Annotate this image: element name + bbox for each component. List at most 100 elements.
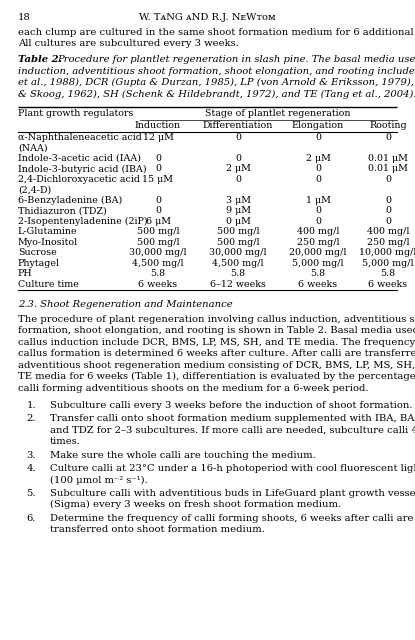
Text: 0: 0 xyxy=(155,164,161,173)
Text: 0: 0 xyxy=(315,175,321,184)
Text: 500 mg/l: 500 mg/l xyxy=(217,238,259,247)
Text: 6 weeks: 6 weeks xyxy=(139,280,178,289)
Text: calli forming adventitious shoots on the medium for a 6-week period.: calli forming adventitious shoots on the… xyxy=(18,383,369,392)
Text: 0.01 μM: 0.01 μM xyxy=(368,164,408,173)
Text: 0: 0 xyxy=(315,133,321,142)
Text: times.: times. xyxy=(50,437,81,447)
Text: 2 μM: 2 μM xyxy=(305,154,330,163)
Text: 400 mg/l: 400 mg/l xyxy=(367,227,409,236)
Text: Plant growth regulators: Plant growth regulators xyxy=(18,109,133,118)
Text: 12 μM: 12 μM xyxy=(143,133,173,142)
Text: 5.: 5. xyxy=(27,489,36,498)
Text: transferred onto shoot formation medium.: transferred onto shoot formation medium. xyxy=(50,525,265,534)
Text: Indole-3-butyric acid (IBA): Indole-3-butyric acid (IBA) xyxy=(18,164,146,173)
Text: 0: 0 xyxy=(235,154,241,163)
Text: 250 mg/l: 250 mg/l xyxy=(367,238,409,247)
Text: & Skoog, 1962), SH (Schenk & Hildebrandt, 1972), and TE (Tang et al., 2004).: & Skoog, 1962), SH (Schenk & Hildebrandt… xyxy=(18,90,415,99)
Text: Culture time: Culture time xyxy=(18,280,79,289)
Text: formation, shoot elongation, and rooting is shown in Table 2. Basal media used f: formation, shoot elongation, and rooting… xyxy=(18,326,415,335)
Text: and TDZ for 2–3 subcultures. If more calli are needed, subculture calli 4–6: and TDZ for 2–3 subcultures. If more cal… xyxy=(50,426,415,435)
Text: 0: 0 xyxy=(315,164,321,173)
Text: Induction: Induction xyxy=(135,121,181,130)
Text: 5.8: 5.8 xyxy=(230,269,246,278)
Text: (2,4-D): (2,4-D) xyxy=(18,186,51,195)
Text: 500 mg/l: 500 mg/l xyxy=(137,227,179,236)
Text: 15 μM: 15 μM xyxy=(142,175,173,184)
Text: 500 mg/l: 500 mg/l xyxy=(217,227,259,236)
Text: 30,000 mg/l: 30,000 mg/l xyxy=(209,248,267,257)
Text: Procedure for plantlet regeneration in slash pine. The basal media used for call: Procedure for plantlet regeneration in s… xyxy=(57,55,415,64)
Text: induction, adventitious shoot formation, shoot elongation, and rooting include B: induction, adventitious shoot formation,… xyxy=(18,67,415,76)
Text: Subculture calli with adventitious buds in LifeGuard plant growth vessels: Subculture calli with adventitious buds … xyxy=(50,489,415,498)
Text: 5,000 mg/l: 5,000 mg/l xyxy=(362,259,414,268)
Text: L-Glutamine: L-Glutamine xyxy=(18,227,78,236)
Text: The procedure of plant regeneration involving callus induction, adventitious sho: The procedure of plant regeneration invo… xyxy=(18,315,415,324)
Text: 4,500 mg/l: 4,500 mg/l xyxy=(132,259,184,268)
Text: Elongation: Elongation xyxy=(292,121,344,130)
Text: 4.: 4. xyxy=(27,464,36,473)
Text: 18: 18 xyxy=(18,13,31,22)
Text: 20,000 mg/l: 20,000 mg/l xyxy=(289,248,347,257)
Text: 30,000 mg/l: 30,000 mg/l xyxy=(129,248,187,257)
Text: Sucrose: Sucrose xyxy=(18,248,57,257)
Text: 0: 0 xyxy=(385,175,391,184)
Text: 2-Isopentenyladenine (2iP): 2-Isopentenyladenine (2iP) xyxy=(18,217,148,226)
Text: 1 μM: 1 μM xyxy=(305,196,330,205)
Text: W. TᴀNG ᴀND R.J. NᴇWᴛᴏᴍ: W. TᴀNG ᴀND R.J. NᴇWᴛᴏᴍ xyxy=(139,13,276,22)
Text: 500 mg/l: 500 mg/l xyxy=(137,238,179,247)
Text: 0: 0 xyxy=(155,196,161,205)
Text: 0: 0 xyxy=(385,206,391,216)
Text: Table 2.: Table 2. xyxy=(18,55,62,64)
Text: Thidiazuron (TDZ): Thidiazuron (TDZ) xyxy=(18,206,107,216)
Text: Make sure the whole calli are touching the medium.: Make sure the whole calli are touching t… xyxy=(50,451,316,460)
Text: 9 μM: 9 μM xyxy=(225,206,251,216)
Text: 5.8: 5.8 xyxy=(310,269,325,278)
Text: Indole-3-acetic acid (IAA): Indole-3-acetic acid (IAA) xyxy=(18,154,141,163)
Text: 0.01 μM: 0.01 μM xyxy=(368,154,408,163)
Text: 6 weeks: 6 weeks xyxy=(369,280,408,289)
Text: 2 μM: 2 μM xyxy=(226,164,250,173)
Text: 0 μM: 0 μM xyxy=(226,217,250,226)
Text: 2.: 2. xyxy=(27,415,36,424)
Text: 0: 0 xyxy=(315,217,321,226)
Text: Stage of plantlet regeneration: Stage of plantlet regeneration xyxy=(205,109,350,118)
Text: 3 μM: 3 μM xyxy=(225,196,251,205)
Text: 3.: 3. xyxy=(27,451,36,460)
Text: 2.3. Shoot Regeneration and Maintenance: 2.3. Shoot Regeneration and Maintenance xyxy=(18,300,233,309)
Text: 6-Benzyladenine (BA): 6-Benzyladenine (BA) xyxy=(18,196,122,205)
Text: 0: 0 xyxy=(385,217,391,226)
Text: 0: 0 xyxy=(235,175,241,184)
Text: Myo-Inositol: Myo-Inositol xyxy=(18,238,78,247)
Text: 0: 0 xyxy=(315,206,321,216)
Text: TE media for 6 weeks (Table 1), differentiation is evaluated by the percentage o: TE media for 6 weeks (Table 1), differen… xyxy=(18,372,415,381)
Text: 5,000 mg/l: 5,000 mg/l xyxy=(292,259,344,268)
Text: 1.: 1. xyxy=(27,401,36,410)
Text: 250 mg/l: 250 mg/l xyxy=(297,238,339,247)
Text: 2,4-Dichloroxyacetic acid: 2,4-Dichloroxyacetic acid xyxy=(18,175,140,184)
Text: 6 μM: 6 μM xyxy=(146,217,171,226)
Text: 0: 0 xyxy=(235,133,241,142)
Text: 4,500 mg/l: 4,500 mg/l xyxy=(212,259,264,268)
Text: (Sigma) every 3 weeks on fresh shoot formation medium.: (Sigma) every 3 weeks on fresh shoot for… xyxy=(50,500,341,509)
Text: 6.: 6. xyxy=(27,514,36,523)
Text: 5.8: 5.8 xyxy=(150,269,166,278)
Text: PH: PH xyxy=(18,269,33,278)
Text: each clump are cultured in the same shoot formation medium for 6 additional week: each clump are cultured in the same shoo… xyxy=(18,28,415,37)
Text: Subculture calli every 3 weeks before the induction of shoot formation.: Subculture calli every 3 weeks before th… xyxy=(50,401,413,410)
Text: Determine the frequency of calli forming shoots, 6 weeks after calli are: Determine the frequency of calli forming… xyxy=(50,514,413,523)
Text: et al., 1988), DCR (Gupta & Durzan, 1985), LP (von Arnold & Eriksson, 1979), MS : et al., 1988), DCR (Gupta & Durzan, 1985… xyxy=(18,78,415,87)
Text: callus induction include DCR, BMS, LP, MS, SH, and TE media. The frequency of: callus induction include DCR, BMS, LP, M… xyxy=(18,338,415,347)
Text: α-Naphthaleneacetic acid: α-Naphthaleneacetic acid xyxy=(18,133,142,142)
Text: 0: 0 xyxy=(155,206,161,216)
Text: Transfer calli onto shoot formation medium supplemented with IBA, BA,: Transfer calli onto shoot formation medi… xyxy=(50,415,415,424)
Text: adventitious shoot regeneration medium consisting of DCR, BMS, LP, MS, SH, and: adventitious shoot regeneration medium c… xyxy=(18,360,415,370)
Text: Phytagel: Phytagel xyxy=(18,259,60,268)
Text: Rooting: Rooting xyxy=(369,121,407,130)
Text: Differentiation: Differentiation xyxy=(203,121,273,130)
Text: 5.8: 5.8 xyxy=(381,269,395,278)
Text: 0: 0 xyxy=(155,154,161,163)
Text: (NAA): (NAA) xyxy=(18,143,48,152)
Text: (100 μmol m⁻² s⁻¹).: (100 μmol m⁻² s⁻¹). xyxy=(50,476,148,484)
Text: 0: 0 xyxy=(385,133,391,142)
Text: 6–12 weeks: 6–12 weeks xyxy=(210,280,266,289)
